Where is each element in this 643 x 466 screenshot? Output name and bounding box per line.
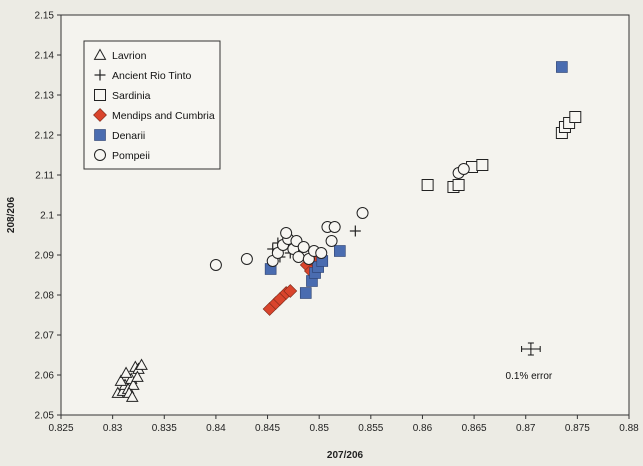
point-ancient-rio-tinto	[349, 225, 361, 237]
legend-label-denarii: Denarii	[112, 130, 145, 142]
legend-marker-ancient-rio-tinto	[94, 69, 106, 81]
legend-marker-denarii	[94, 129, 106, 141]
legend-item-ancient-rio-tinto: Ancient Rio Tinto	[94, 69, 192, 82]
x-axis-label: 207/206	[327, 450, 364, 461]
y-tick-label: 2.1	[40, 211, 54, 222]
y-tick-label: 2.12	[35, 131, 55, 142]
x-tick-label: 0.83	[103, 423, 123, 434]
point-denarii	[299, 287, 312, 299]
point-sardinia	[421, 179, 434, 191]
y-tick-label: 2.09	[35, 251, 55, 262]
legend-marker-lavrion	[93, 48, 107, 60]
legend: Lavrion Ancient Rio Tinto Sardinia Mendips …	[83, 40, 221, 170]
points-layer	[111, 61, 582, 402]
y-tick-label: 2.15	[35, 11, 55, 22]
legend-item-mendips-and-cumbria: Mendips and Cumbria	[93, 108, 215, 122]
point-denarii	[334, 245, 346, 257]
x-tick-label: 0.84	[206, 423, 226, 434]
legend-item-pompeii: Pompeii	[94, 149, 150, 162]
legend-marker-sardinia	[94, 89, 106, 101]
y-tick-label: 2.14	[35, 51, 55, 62]
ticks-layer: 0.825 0.83 0.835 0.84 0.845 0.85 0.855 0.86 0.86…	[35, 11, 640, 435]
legend-box	[83, 40, 221, 170]
x-tick-label: 0.86	[413, 423, 433, 434]
x-tick-label: 0.88	[619, 423, 639, 434]
point-mendips-and-cumbria	[283, 284, 298, 298]
point-lavrion	[119, 366, 133, 378]
point-pompeii	[328, 221, 341, 233]
point-sardinia	[452, 179, 465, 191]
point-lavrion	[135, 358, 148, 370]
legend-items: Lavrion Ancient Rio Tinto Sardinia Mendips …	[93, 48, 215, 162]
annotation-layer: 0.1% error	[506, 342, 553, 382]
point-pompeii	[292, 251, 305, 263]
x-tick-label: 0.85	[309, 423, 329, 434]
point-pompeii	[209, 259, 222, 271]
legend-label-mendips-and-cumbria: Mendips and Cumbria	[112, 110, 215, 122]
legend-item-lavrion: Lavrion	[93, 48, 147, 62]
point-lavrion	[131, 370, 144, 382]
point-pompeii	[280, 227, 293, 239]
legend-item-denarii: Denarii	[94, 129, 145, 142]
y-tick-label: 2.05	[35, 411, 55, 422]
y-tick-label: 2.07	[35, 331, 55, 342]
legend-item-sardinia: Sardinia	[94, 89, 151, 102]
point-pompeii	[325, 235, 338, 247]
point-lavrion	[125, 390, 139, 402]
x-tick-label: 0.825	[48, 423, 73, 434]
legend-label-pompeii: Pompeii	[112, 150, 150, 162]
point-pompeii	[297, 241, 310, 253]
legend-label-sardinia: Sardinia	[112, 90, 151, 102]
point-pompeii	[315, 247, 328, 259]
legend-marker-mendips-and-cumbria	[93, 108, 107, 122]
y-tick-label: 2.13	[35, 91, 55, 102]
point-sardinia	[569, 111, 582, 123]
point-denarii	[556, 61, 568, 73]
y-tick-label: 2.11	[35, 171, 54, 182]
error-bar	[521, 342, 541, 356]
point-sardinia	[476, 159, 489, 171]
x-tick-label: 0.865	[462, 423, 487, 434]
point-lavrion	[126, 378, 140, 390]
x-tick-label: 0.835	[152, 423, 177, 434]
legend-marker-pompeii	[94, 149, 106, 161]
x-tick-label: 0.87	[516, 423, 536, 434]
y-tick-label: 2.08	[35, 291, 55, 302]
y-tick-label: 2.06	[35, 371, 55, 382]
error-label: 0.1% error	[506, 371, 553, 382]
point-pompeii	[356, 207, 369, 219]
point-pompeii	[457, 163, 470, 175]
legend-label-lavrion: Lavrion	[112, 50, 147, 62]
x-tick-label: 0.855	[358, 423, 383, 434]
point-lavrion	[114, 374, 128, 386]
x-tick-label: 0.875	[565, 423, 590, 434]
x-tick-label: 0.845	[255, 423, 280, 434]
point-pompeii	[240, 253, 253, 265]
y-axis-label: 208/206	[6, 196, 17, 233]
legend-label-ancient-rio-tinto: Ancient Rio Tinto	[112, 70, 192, 82]
